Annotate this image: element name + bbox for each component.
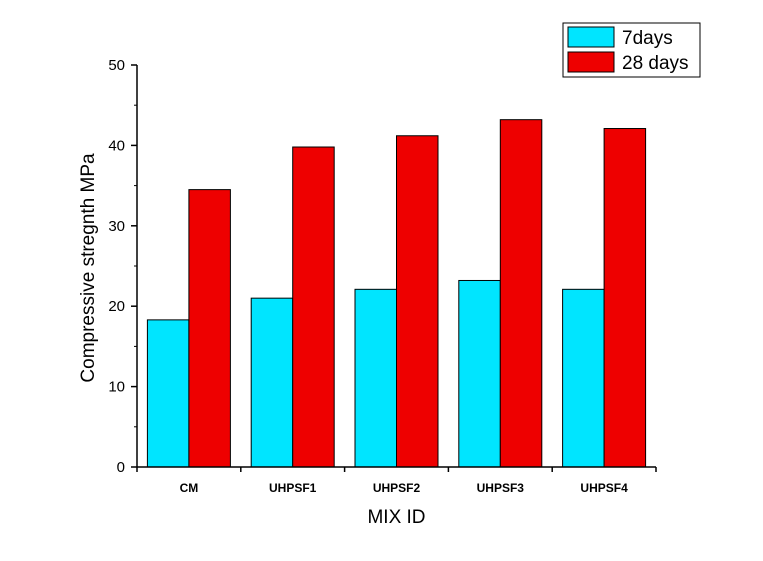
bar-28-days-UHPSF2 — [396, 135, 439, 468]
x-tick-label: UHPSF2 — [373, 481, 421, 495]
legend-label-28-days: 28 days — [622, 53, 689, 74]
legend-label-7days: 7days — [622, 28, 673, 49]
y-tick-label: 0 — [117, 459, 125, 476]
y-tick-label: 10 — [108, 379, 125, 396]
x-labels-group: CM UHPSF1 UHPSF2 UHPSF3 UHPSF4 — [136, 467, 657, 495]
bar-7days-UHPSF4 — [562, 288, 605, 468]
x-axis-title: MIX ID — [367, 507, 425, 528]
legend: 7days 28 days — [562, 22, 701, 78]
x-tick-label: UHPSF4 — [580, 481, 628, 495]
legend-swatch-28-days — [567, 51, 615, 73]
x-tick-label: CM — [180, 481, 199, 495]
bar-7days-UHPSF1 — [250, 297, 294, 468]
bar-28-days-CM — [188, 189, 231, 468]
bar-7days-UHPSF2 — [354, 288, 397, 468]
x-tick-label: UHPSF1 — [269, 481, 317, 495]
bar-28-days-UHPSF1 — [292, 146, 335, 468]
bar-7days-CM — [146, 319, 190, 468]
y-ticks-group: 0 10 20 30 40 50 — [108, 57, 137, 476]
y-tick-label: 20 — [108, 298, 125, 315]
bar-7days-UHPSF3 — [458, 279, 501, 468]
x-tick-label: UHPSF3 — [477, 481, 525, 495]
y-tick-label: 40 — [108, 137, 125, 154]
legend-swatch-7days — [567, 26, 615, 48]
bar-28-days-UHPSF3 — [499, 119, 543, 468]
y-tick-label: 30 — [108, 218, 125, 235]
bar-28-days-UHPSF4 — [603, 128, 647, 468]
y-tick-label: 50 — [108, 57, 125, 74]
y-axis-title: Compressive stregnth MPa — [78, 153, 99, 383]
bars-group — [146, 119, 647, 468]
